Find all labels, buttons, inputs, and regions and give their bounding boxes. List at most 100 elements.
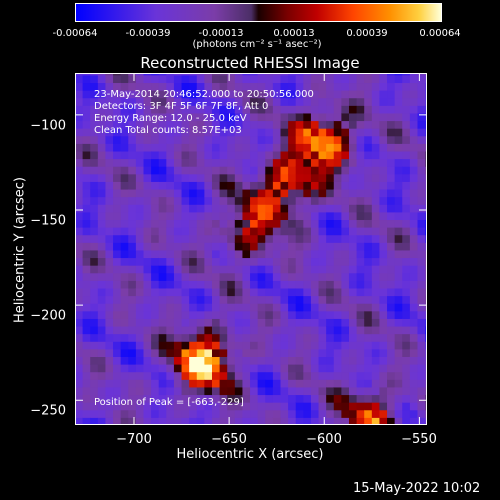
heatmap-cell (189, 257, 198, 266)
heatmap-cell (417, 143, 426, 152)
heatmap-cell (143, 341, 152, 350)
heatmap-cell (234, 135, 243, 144)
heatmap-cell (310, 280, 320, 289)
heatmap-cell (105, 310, 114, 319)
heatmap-cell (333, 280, 342, 289)
heatmap-cell (135, 211, 144, 221)
heatmap-cell (219, 295, 228, 304)
heatmap-cell (394, 105, 403, 114)
heatmap-cell (219, 234, 228, 243)
heatmap-cell (181, 74, 190, 84)
heatmap-cell (257, 90, 266, 99)
heatmap-cell (151, 181, 160, 190)
heatmap-cell (211, 341, 221, 350)
heatmap-cell (265, 128, 274, 137)
heatmap-cell (90, 402, 99, 411)
heatmap-cell (151, 204, 160, 213)
heatmap-cell (265, 166, 274, 175)
heatmap-cell (387, 189, 396, 198)
heatmap-cell (272, 166, 281, 175)
heatmap-cell (211, 227, 221, 236)
heatmap-cell (204, 386, 213, 396)
heatmap-cell (196, 288, 205, 297)
heatmap-cell (387, 143, 396, 152)
heatmap-cell (204, 112, 213, 122)
heatmap-cell (318, 288, 327, 297)
heatmap-cell (97, 128, 106, 137)
heatmap-cell (189, 82, 198, 91)
heatmap-cell (364, 181, 373, 190)
heatmap-cell (75, 211, 84, 221)
heatmap-cell (364, 158, 373, 167)
heatmap-cell (341, 196, 350, 205)
heatmap-cell (379, 73, 388, 76)
heatmap-cell (113, 348, 122, 357)
heatmap-cell (189, 402, 198, 411)
heatmap-cell (364, 356, 373, 365)
heatmap-cell (257, 173, 266, 182)
heatmap-cell (341, 249, 350, 259)
heatmap-cell (303, 74, 312, 84)
heatmap-cell (242, 280, 251, 289)
chart-title: Reconstructed RHESSI Image (140, 54, 360, 72)
heatmap-cell (379, 173, 388, 182)
heatmap-cell (288, 409, 297, 418)
heatmap-cell (227, 166, 236, 175)
heatmap-cell (97, 82, 106, 91)
heatmap-cell (82, 158, 91, 167)
heatmap-cell (341, 151, 350, 160)
heatmap-cell (288, 219, 297, 228)
heatmap-cell (387, 219, 396, 228)
heatmap-cell (75, 219, 84, 228)
heatmap-cell (250, 158, 259, 167)
heatmap-cell (204, 219, 213, 228)
heatmap-cell (189, 120, 198, 129)
heatmap-cell (204, 417, 213, 425)
heatmap-cell (394, 272, 403, 281)
heatmap-cell (409, 158, 418, 167)
heatmap-cell (151, 189, 160, 198)
heatmap-cell (204, 272, 213, 281)
heatmap-cell (128, 379, 137, 388)
heatmap-cell (257, 326, 266, 335)
heatmap-cell (333, 234, 342, 243)
heatmap-cell (128, 257, 137, 266)
heatmap-cell (211, 249, 221, 259)
heatmap-cell (204, 356, 213, 365)
heatmap-cell (82, 135, 91, 144)
heatmap-cell (379, 272, 388, 281)
heatmap-cell (417, 280, 426, 289)
heatmap-cell (387, 105, 396, 114)
heatmap-cell (318, 318, 327, 327)
heatmap-cell (318, 158, 327, 167)
heatmap-cell (181, 379, 190, 388)
heatmap-cell (211, 318, 221, 327)
heatmap-cell (105, 97, 114, 106)
heatmap-cell (181, 288, 190, 297)
heatmap-cell (402, 409, 411, 418)
heatmap-cell (135, 120, 144, 129)
heatmap-cell (189, 128, 198, 137)
heatmap-cell (196, 303, 205, 312)
heatmap-cell (318, 105, 327, 114)
heatmap-cell (394, 402, 403, 411)
heatmap-cell (242, 135, 251, 144)
heatmap-cell (189, 189, 198, 198)
heatmap-cell (417, 356, 426, 365)
heatmap-cell (189, 105, 198, 114)
heatmap-cell (97, 310, 106, 319)
heatmap-cell (166, 204, 175, 213)
heatmap-cell (113, 333, 122, 342)
heatmap-cell (166, 74, 175, 84)
heatmap-cell (409, 204, 418, 213)
heatmap-cell (303, 371, 312, 380)
heatmap-cell (242, 356, 251, 365)
heatmap-cell (227, 288, 236, 297)
heatmap-cell (151, 151, 160, 160)
heatmap-cell (227, 234, 236, 243)
heatmap-cell (288, 97, 297, 106)
heatmap-cell (128, 97, 137, 106)
heatmap-cell (82, 143, 91, 152)
heatmap-cell (234, 295, 243, 304)
heatmap-cell (211, 234, 221, 243)
